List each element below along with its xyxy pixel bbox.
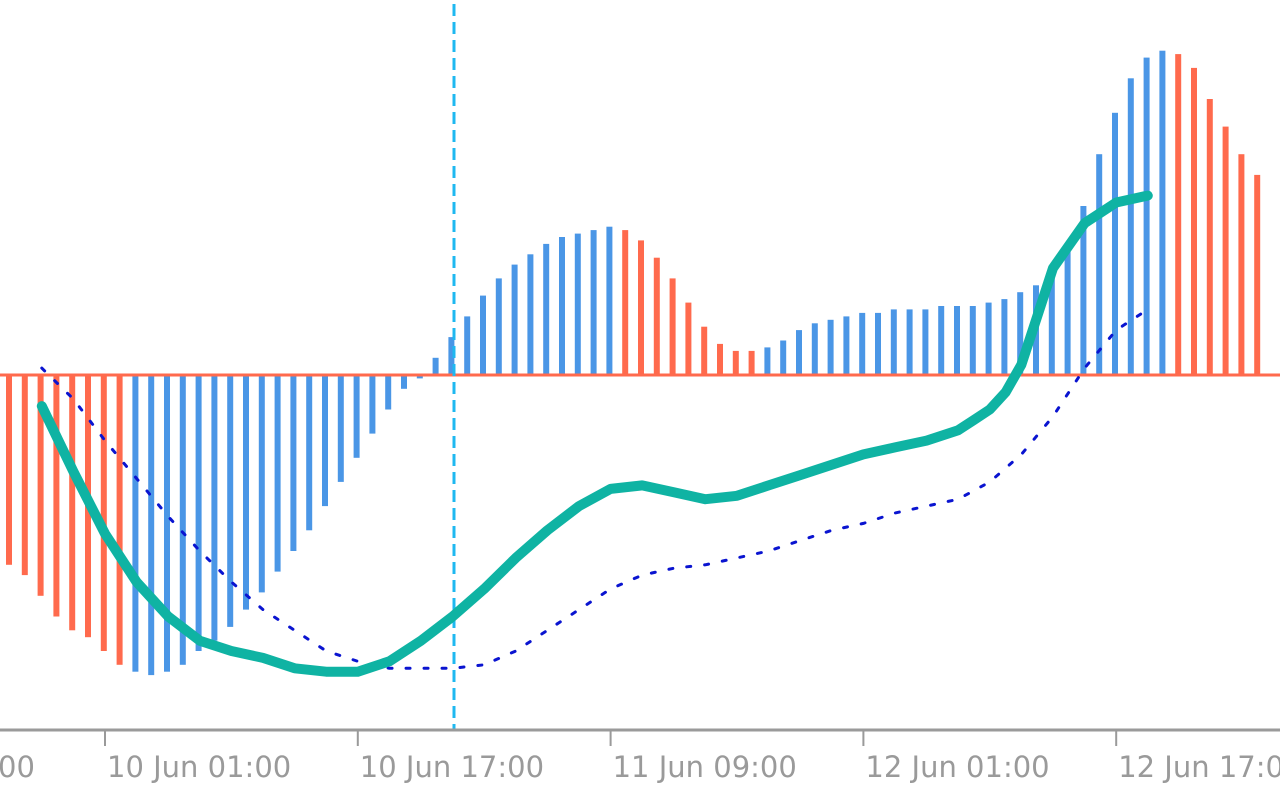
histogram-bar xyxy=(1159,50,1166,375)
histogram-bar xyxy=(100,375,107,651)
histogram-bar xyxy=(480,295,486,375)
histogram-bar xyxy=(401,375,407,389)
histogram-bar xyxy=(179,375,186,665)
histogram-bar xyxy=(258,375,265,593)
histogram-bar xyxy=(164,375,170,672)
histogram-bar xyxy=(227,375,234,627)
histogram-bar xyxy=(1206,99,1213,375)
histogram-bar xyxy=(543,243,550,375)
histogram-bar xyxy=(717,343,723,375)
histogram-bar xyxy=(1143,57,1150,375)
time-axis: 00 10 Jun 01:00 10 Jun 17:00 11 Jun 09:00 12… xyxy=(0,728,1280,784)
histogram-bar xyxy=(1001,299,1008,375)
histogram-bar xyxy=(638,240,644,375)
histogram-bar xyxy=(922,309,929,375)
histogram-bar xyxy=(464,316,471,375)
histogram-bar xyxy=(827,319,834,375)
histogram-bar xyxy=(353,375,360,458)
histogram-bar xyxy=(859,312,866,375)
histogram-bar xyxy=(337,375,344,482)
histogram-bar xyxy=(1017,292,1024,375)
histogram-bar xyxy=(243,375,249,610)
histogram-bar xyxy=(1191,67,1197,376)
histogram-bar xyxy=(369,375,376,434)
histogram-bar xyxy=(290,375,297,551)
histogram-bar xyxy=(811,323,818,376)
histogram-bar xyxy=(511,264,518,375)
histogram-bar xyxy=(954,306,960,375)
histogram-bar xyxy=(559,237,565,375)
histogram-bar xyxy=(53,375,60,617)
histogram-bar xyxy=(116,375,123,665)
histogram-bar xyxy=(748,350,755,375)
histogram-bars xyxy=(6,50,1261,676)
histogram-bar xyxy=(195,375,202,651)
histogram-bar xyxy=(1127,78,1134,376)
histogram-bar xyxy=(590,230,597,375)
histogram-bar xyxy=(843,316,850,375)
histogram-bar xyxy=(969,306,976,375)
histogram-bar xyxy=(1096,154,1103,375)
histogram-bar xyxy=(701,326,708,375)
histogram-bar xyxy=(274,375,281,572)
histogram-bar xyxy=(69,375,76,631)
histogram-bar xyxy=(1080,206,1087,375)
histogram-bar xyxy=(764,347,771,375)
histogram-bar xyxy=(211,375,218,641)
histogram-bar xyxy=(606,226,613,375)
histogram-bar xyxy=(685,302,692,375)
histogram-bar xyxy=(6,375,12,565)
histogram-bar xyxy=(416,375,423,379)
histogram-bar xyxy=(448,337,455,375)
histogram-bar xyxy=(306,375,313,531)
histogram-bar xyxy=(385,375,392,410)
histogram-bar xyxy=(653,257,660,375)
histogram-bar xyxy=(432,357,439,376)
histogram-bar xyxy=(322,375,328,507)
main-line-path xyxy=(36,190,1153,677)
histogram-bar xyxy=(574,233,581,375)
histogram-bar xyxy=(796,330,802,375)
histogram-bar xyxy=(622,230,629,375)
tick-label: 10 Jun 17:00 xyxy=(360,750,544,784)
histogram-bar xyxy=(132,375,139,672)
histogram-bar xyxy=(875,312,881,375)
tick-label: 00 xyxy=(0,750,35,784)
histogram-bar xyxy=(1238,154,1245,375)
histogram-bar xyxy=(669,278,676,375)
histogram-bar xyxy=(780,340,787,375)
tick-label: 10 Jun 01:00 xyxy=(107,750,291,784)
main-line xyxy=(36,190,1153,677)
histogram-bar xyxy=(1254,174,1261,375)
tick-label: 11 Jun 09:00 xyxy=(613,750,797,784)
histogram-bar xyxy=(37,375,44,596)
histogram-bar xyxy=(906,309,913,375)
histogram-bar xyxy=(985,302,992,375)
histogram-bar xyxy=(890,309,897,375)
histogram-bar xyxy=(1112,112,1118,376)
tick-label: 12 Jun 01:00 xyxy=(865,750,1049,784)
histogram-bar xyxy=(527,254,534,376)
histogram-bar xyxy=(1048,274,1055,375)
histogram-bar xyxy=(938,306,945,375)
tick-label: 12 Jun 17:00 xyxy=(1118,750,1280,784)
histogram-bar xyxy=(1064,247,1071,375)
histogram-bar xyxy=(148,375,155,676)
histogram-bar xyxy=(495,278,502,375)
histogram-bar xyxy=(21,375,28,576)
histogram-bar xyxy=(1175,54,1182,375)
histogram-bar xyxy=(1222,126,1229,375)
histogram-bar xyxy=(732,350,739,375)
